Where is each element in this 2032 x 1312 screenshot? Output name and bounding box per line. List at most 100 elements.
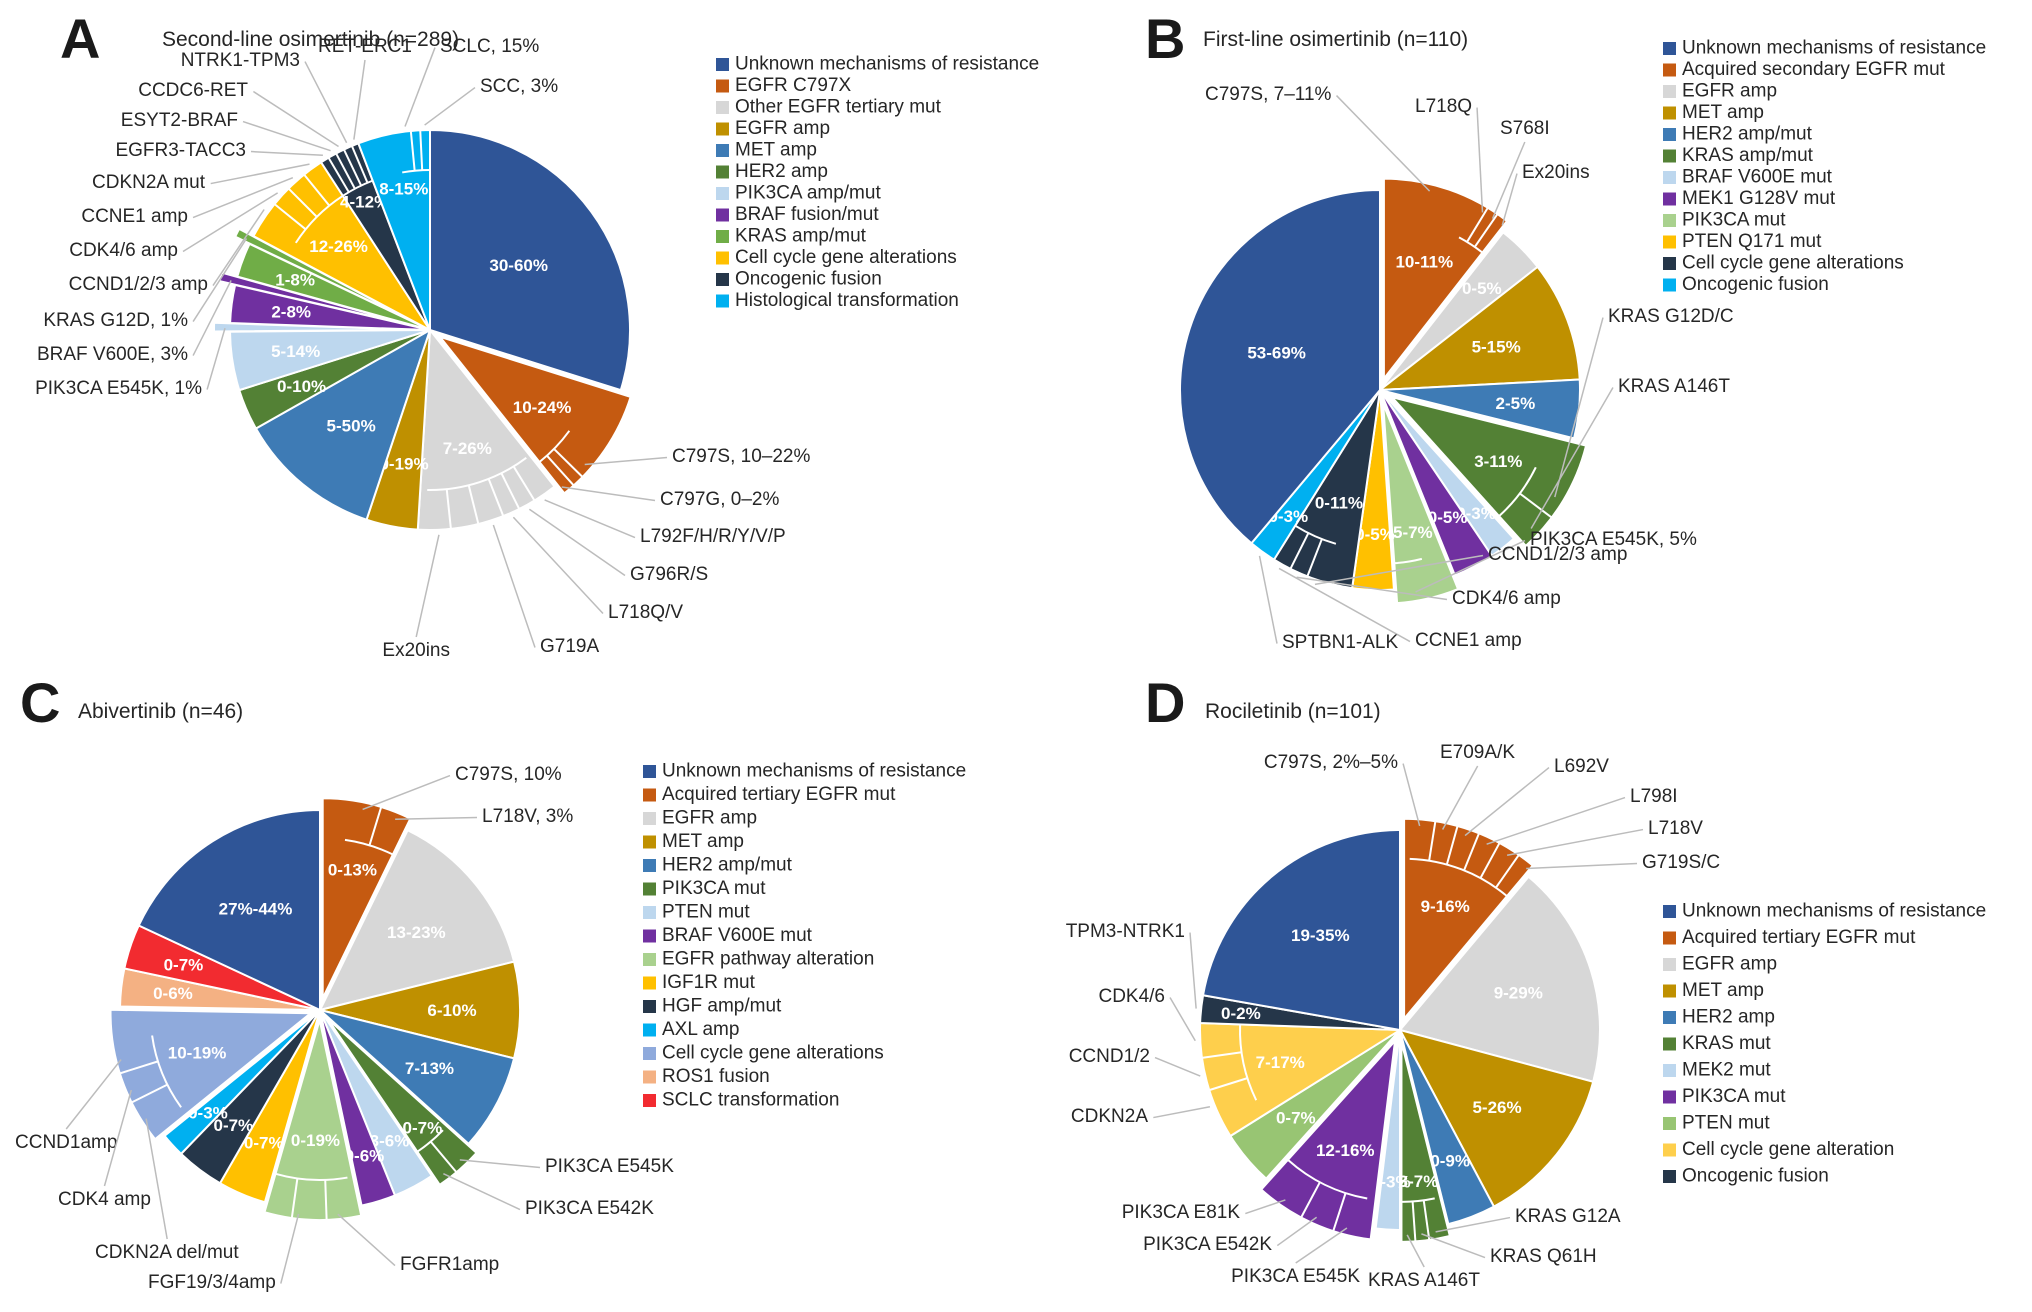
legend-swatch-kras-amp-mut [716, 230, 729, 243]
legend-label-axl-amp: AXL amp [662, 1019, 739, 1040]
sub-slice-divider [512, 465, 536, 502]
callout-label-ccdc6-ret: CCDC6-RET [138, 80, 248, 101]
callout-label-ccne1-amp: CCNE1 amp [81, 206, 188, 227]
slice-value-label: 3-7% [1399, 1172, 1439, 1191]
callout-label-e709a-k: E709A/K [1440, 742, 1515, 763]
legend-swatch-histological-transformation [716, 294, 729, 308]
callout-leader-line [1154, 1056, 1201, 1077]
callout-label-sptbn1-alk: SPTBN1-ALK [1282, 632, 1398, 653]
slice-value-label: 0-9% [1430, 1152, 1470, 1171]
callout-label-pik3ca-e542k: PIK3CA E542K [1143, 1234, 1272, 1255]
callout-leader-line [192, 176, 294, 219]
callout-label-c797g-0-2: C797G, 0–2% [660, 489, 779, 510]
legend-swatch-egfr-pathway-alteration [643, 953, 656, 966]
legend-swatch-acquired-secondary-egfr-mut [1663, 63, 1676, 77]
legend-label-met-amp: MET amp [662, 831, 744, 852]
callout-label-l798i: L798I [1630, 786, 1678, 807]
slice-value-label: 0-10% [277, 377, 326, 396]
legend-swatch-axl-amp [643, 1023, 656, 1037]
sub-slice-divider [131, 1083, 168, 1104]
legend-swatch-oncogenic-fusion [716, 273, 729, 286]
callout-label-ccnd1-2-3-amp: CCND1/2/3 amp [69, 274, 208, 295]
slice-value-label: 0-7% [164, 955, 204, 974]
legend-swatch-unknown-mechanisms-of-resistance [1663, 42, 1676, 55]
callout-label-c797s-2-5: C797S, 2%–5% [1264, 752, 1398, 773]
sub-slice-rim [416, 1129, 444, 1153]
sub-slice-rim [1394, 557, 1423, 565]
callout-leader-line [1189, 932, 1197, 1009]
legend-swatch-mek2-mut [1663, 1064, 1676, 1077]
callout-leader-line [404, 47, 436, 127]
callout-label-cdkn2a: CDKN2A [1071, 1106, 1148, 1127]
pie-slice-kras-amp-mut [1391, 396, 1588, 547]
callout-leader-line [1278, 567, 1411, 643]
sub-slice-rim [402, 169, 431, 174]
pie-slice-met-amp [254, 329, 431, 521]
callout-label-ex20ins: Ex20ins [1522, 162, 1590, 183]
legend-label-hgf-amp-mut: HGF amp/mut [662, 996, 782, 1017]
callout-leader-line [1169, 997, 1196, 1042]
slice-value-label: 10-24% [513, 398, 572, 417]
callout-label-kras-g12a: KRAS G12A [1515, 1206, 1621, 1227]
sub-slice-divider [1466, 207, 1489, 243]
slice-value-label: 1-8% [275, 271, 315, 290]
callout-label-l718q-v: L718Q/V [608, 602, 683, 623]
legend-swatch-met-amp [1663, 984, 1676, 998]
callout-leader-line [252, 90, 339, 148]
legend-label-egfr-amp: EGFR amp [1682, 954, 1777, 975]
slice-value-label: 10-19% [168, 1043, 227, 1062]
slice-value-label: 30-60% [489, 256, 548, 275]
slice-value-label: 0-3% [188, 1104, 228, 1123]
pie-slice-axl-amp [163, 1009, 321, 1155]
sub-slice-divider [1495, 854, 1520, 889]
legend-swatch-cell-cycle-gene-alterations [1663, 257, 1676, 270]
callout-label-g719a: G719A [540, 636, 599, 657]
legend-swatch-ros1-fusion [643, 1070, 656, 1084]
callout-leader-line [353, 59, 366, 140]
legend-swatch-pik3ca-mut [1663, 1090, 1676, 1104]
pie-slice-histological-transformation [357, 129, 431, 331]
callout-label-cdk4-amp: CDK4 amp [58, 1189, 151, 1210]
callout-leader-line [1421, 1233, 1486, 1259]
callout-leader-line [145, 1118, 168, 1240]
legend-label-oncogenic-fusion: Oncogenic fusion [1682, 274, 1829, 295]
sub-slice-divider [287, 187, 318, 218]
pie-slice-unknown-mechanisms-of-resistance [429, 129, 631, 392]
callout-leader-line [1335, 95, 1431, 192]
legend-swatch-braf-v600e-mut [643, 929, 656, 943]
pie-slice-cell-cycle-gene-alteration [1199, 1022, 1401, 1137]
callout-leader-line [443, 1173, 521, 1211]
callout-leader-line [1501, 173, 1518, 226]
sub-slice-divider [1411, 1201, 1417, 1242]
sub-slice-divider [419, 130, 424, 171]
callout-label-esyt2-braf: ESYT2-BRAF [121, 110, 238, 131]
legend-label-unknown-mechanisms-of-resistance: Unknown mechanisms of resistance [662, 761, 966, 782]
sub-slice-divider [429, 1140, 458, 1173]
legend-swatch-igf1r-mut [643, 976, 656, 990]
panel-b-title: First-line osimertinib (n=110) [1203, 28, 1468, 51]
callout-label-egfr3-tacc3: EGFR3-TACC3 [115, 140, 246, 161]
sub-slice-divider [273, 203, 307, 231]
callout-label-kras-a146t: KRAS A146T [1618, 376, 1730, 397]
sub-slice-divider [290, 1178, 299, 1219]
sub-slice-divider [553, 448, 584, 478]
pie-slice-unknown-mechanisms-of-resistance [1178, 189, 1381, 545]
legend-label-egfr-amp: EGFR amp [735, 118, 830, 139]
callout-label-cdkn2a-mut: CDKN2A mut [92, 172, 206, 193]
sub-slice-rim [344, 838, 394, 856]
sub-slice-divider [1422, 1200, 1431, 1241]
callout-label-l718v: L718V [1648, 818, 1703, 839]
legend-swatch-acquired-tertiary-egfr-mut [1663, 931, 1676, 945]
legend-swatch-braf-v600e-mut [1663, 171, 1676, 184]
callout-leader-line [512, 516, 604, 615]
legend-swatch-her2-amp [716, 165, 729, 179]
callout-label-fgfr1amp: FGFR1amp [400, 1254, 499, 1275]
sub-slice-divider [303, 173, 331, 207]
callout-label-ntrk1-tpm3: NTRK1-TPM3 [181, 50, 300, 71]
sub-slice-divider [1479, 842, 1501, 879]
sub-slice-divider [335, 152, 356, 190]
slice-value-label: 2-8% [271, 303, 311, 322]
sub-slice-divider [368, 806, 383, 846]
